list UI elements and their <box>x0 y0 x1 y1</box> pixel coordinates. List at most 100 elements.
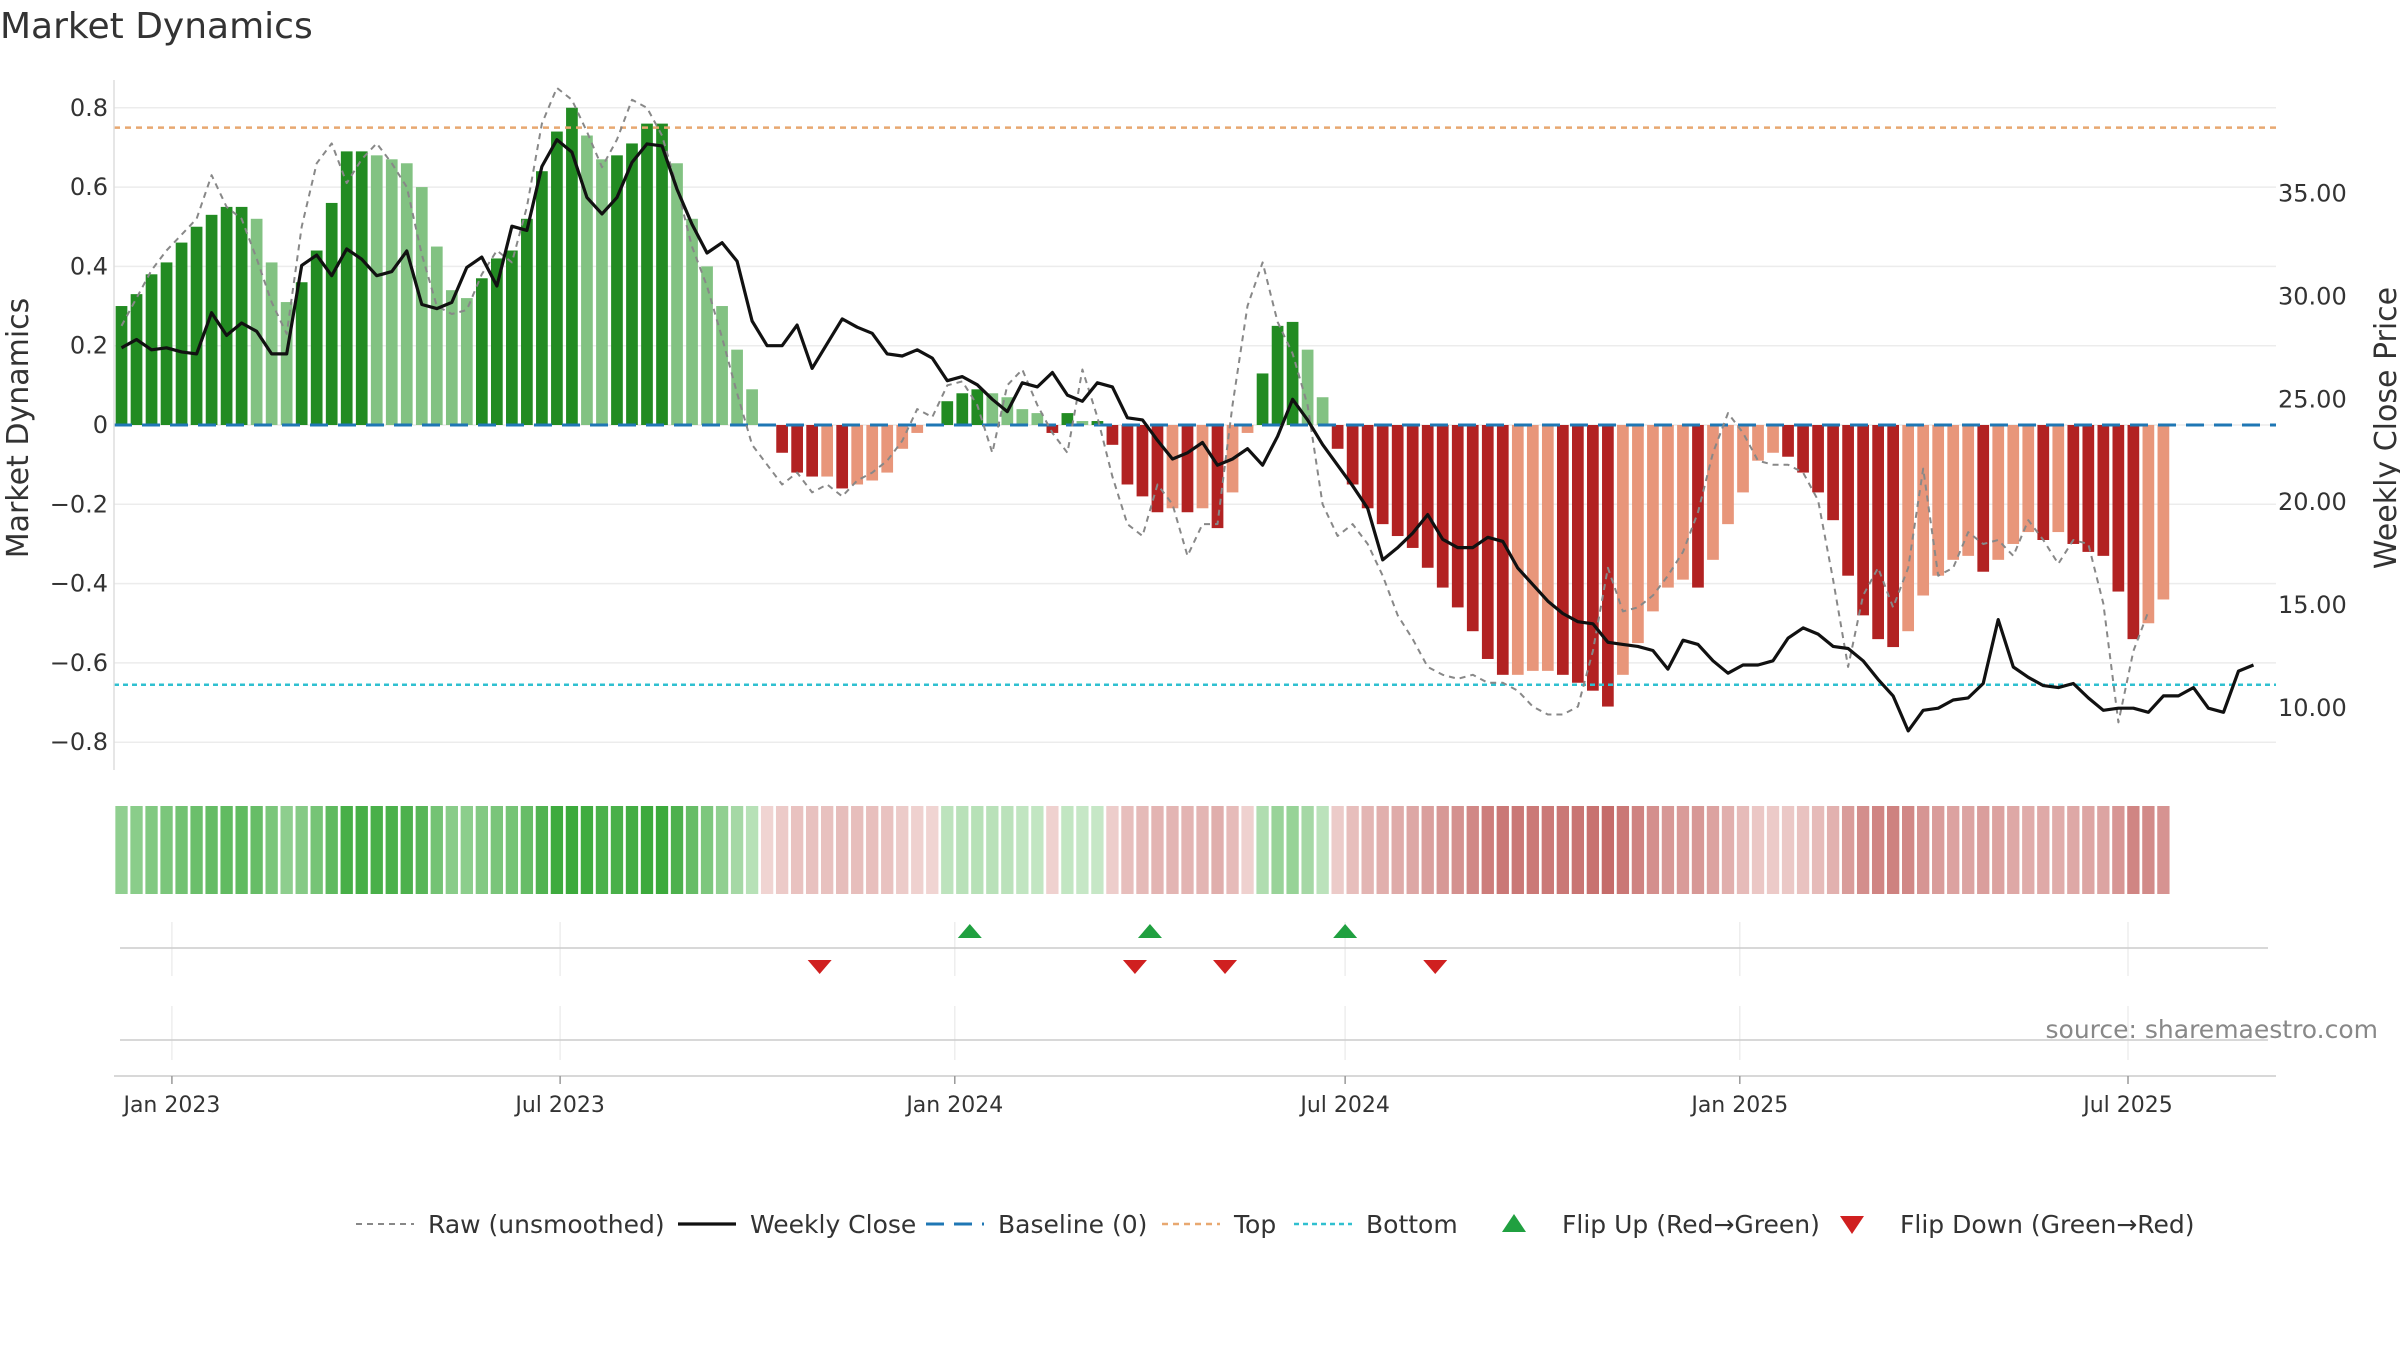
regime-cell <box>550 806 564 894</box>
flip-down-marker <box>1122 960 1147 974</box>
momentum-bar <box>1076 421 1089 425</box>
regime-cell <box>1061 806 1074 894</box>
regime-cell <box>1886 806 1900 894</box>
legend-label-flipdown: Flip Down (Green→Red) <box>1900 1210 2195 1239</box>
momentum-bar <box>956 393 969 425</box>
y2-tick-label: 35.00 <box>2278 179 2347 207</box>
regime-cell <box>1751 806 1765 894</box>
momentum-bar <box>1511 425 1524 675</box>
flip-down-marker <box>1213 960 1238 974</box>
regime-cell <box>881 806 894 894</box>
regime-cell <box>715 806 729 894</box>
momentum-bar <box>566 107 578 426</box>
momentum-bar <box>1917 425 1930 596</box>
momentum-bar <box>2112 425 2125 592</box>
momentum-bar <box>265 262 278 425</box>
momentum-bar <box>1376 425 1389 525</box>
momentum-bar <box>1872 425 1884 640</box>
regime-cell <box>941 806 954 894</box>
momentum-bar <box>1121 425 1134 485</box>
regime-cell <box>1586 806 1600 894</box>
regime-cell <box>445 806 458 894</box>
momentum-bar <box>1571 425 1584 683</box>
regime-cell <box>1346 806 1359 894</box>
momentum-bar <box>370 155 383 425</box>
x-tick-label: Jul 2023 <box>513 1093 605 1118</box>
flip-markers-panel <box>120 922 2268 976</box>
regime-cell <box>1646 806 1660 894</box>
regime-cell <box>1811 806 1825 894</box>
regime-cell <box>1556 806 1569 894</box>
momentum-bar <box>475 278 488 425</box>
y-tick-label: −0.8 <box>50 728 108 756</box>
momentum-bar <box>1647 425 1659 612</box>
momentum-bar <box>896 425 909 449</box>
regime-cell <box>1016 806 1029 894</box>
momentum-bars <box>115 107 2170 707</box>
momentum-bar <box>190 226 203 425</box>
regime-cell <box>280 806 293 894</box>
momentum-bar <box>1932 425 1945 576</box>
regime-cell <box>1706 806 1720 894</box>
regime-cell <box>2127 806 2140 894</box>
y-tick-label: 0.8 <box>70 94 108 122</box>
momentum-bar <box>716 306 728 425</box>
momentum-bar <box>1061 413 1074 425</box>
regime-cell <box>1436 806 1449 894</box>
regime-cell <box>145 806 158 894</box>
momentum-bar <box>656 123 668 425</box>
momentum-bar <box>1016 409 1029 425</box>
momentum-bar <box>1602 425 1614 707</box>
legend-flip-up-swatch <box>1502 1214 1526 1232</box>
momentum-bar <box>1106 425 1119 445</box>
momentum-bar <box>1752 425 1764 461</box>
momentum-bar <box>2127 425 2140 640</box>
x-tick-label: Jul 2024 <box>1298 1093 1390 1118</box>
momentum-bar <box>1827 425 1839 521</box>
momentum-bar <box>1977 425 1990 572</box>
regime-cell <box>655 806 669 894</box>
regime-cell <box>1601 806 1615 894</box>
regime-cell <box>415 806 428 894</box>
momentum-bar <box>280 302 293 425</box>
regime-cell <box>730 806 744 894</box>
momentum-bar <box>1091 421 1104 425</box>
regime-cell <box>821 806 834 894</box>
regime-cell <box>2022 806 2035 894</box>
regime-cell <box>1826 806 1840 894</box>
momentum-bar <box>250 218 263 425</box>
momentum-bar <box>445 290 458 425</box>
regime-cell <box>1902 806 1915 894</box>
regime-cell <box>430 806 443 894</box>
y-tick-label: −0.2 <box>50 490 108 518</box>
momentum-bar <box>1346 425 1359 485</box>
regime-cell <box>1962 806 1975 894</box>
regime-cell <box>1241 806 1254 894</box>
momentum-bar <box>1902 425 1915 632</box>
regime-cell <box>1151 806 1164 894</box>
regime-cell <box>745 806 759 894</box>
momentum-bar <box>611 155 623 425</box>
momentum-bar <box>1707 425 1719 560</box>
regime-cell <box>1256 806 1269 894</box>
momentum-bar <box>1677 425 1689 580</box>
momentum-bar <box>355 151 368 425</box>
regime-cell <box>1421 806 1434 894</box>
regime-cell <box>475 806 488 894</box>
legend-flip-down-swatch <box>1840 1216 1864 1234</box>
momentum-bar <box>1541 425 1554 671</box>
regime-cell <box>1661 806 1675 894</box>
momentum-bar <box>1271 325 1284 425</box>
y-axis-right-label: Weekly Close Price <box>2369 287 2400 569</box>
y-axis-right: 10.00 15.00 20.00 25.00 30.00 35.00 <box>2278 179 2347 722</box>
regime-cell <box>1526 806 1539 894</box>
regime-cell <box>580 806 594 894</box>
regime-cell <box>1286 806 1299 894</box>
momentum-bar <box>130 294 143 425</box>
regime-cell <box>625 806 639 894</box>
momentum-bar <box>641 123 653 425</box>
chart-title: Market Dynamics <box>0 6 313 47</box>
momentum-bar <box>686 218 698 425</box>
regime-cell <box>1091 806 1104 894</box>
